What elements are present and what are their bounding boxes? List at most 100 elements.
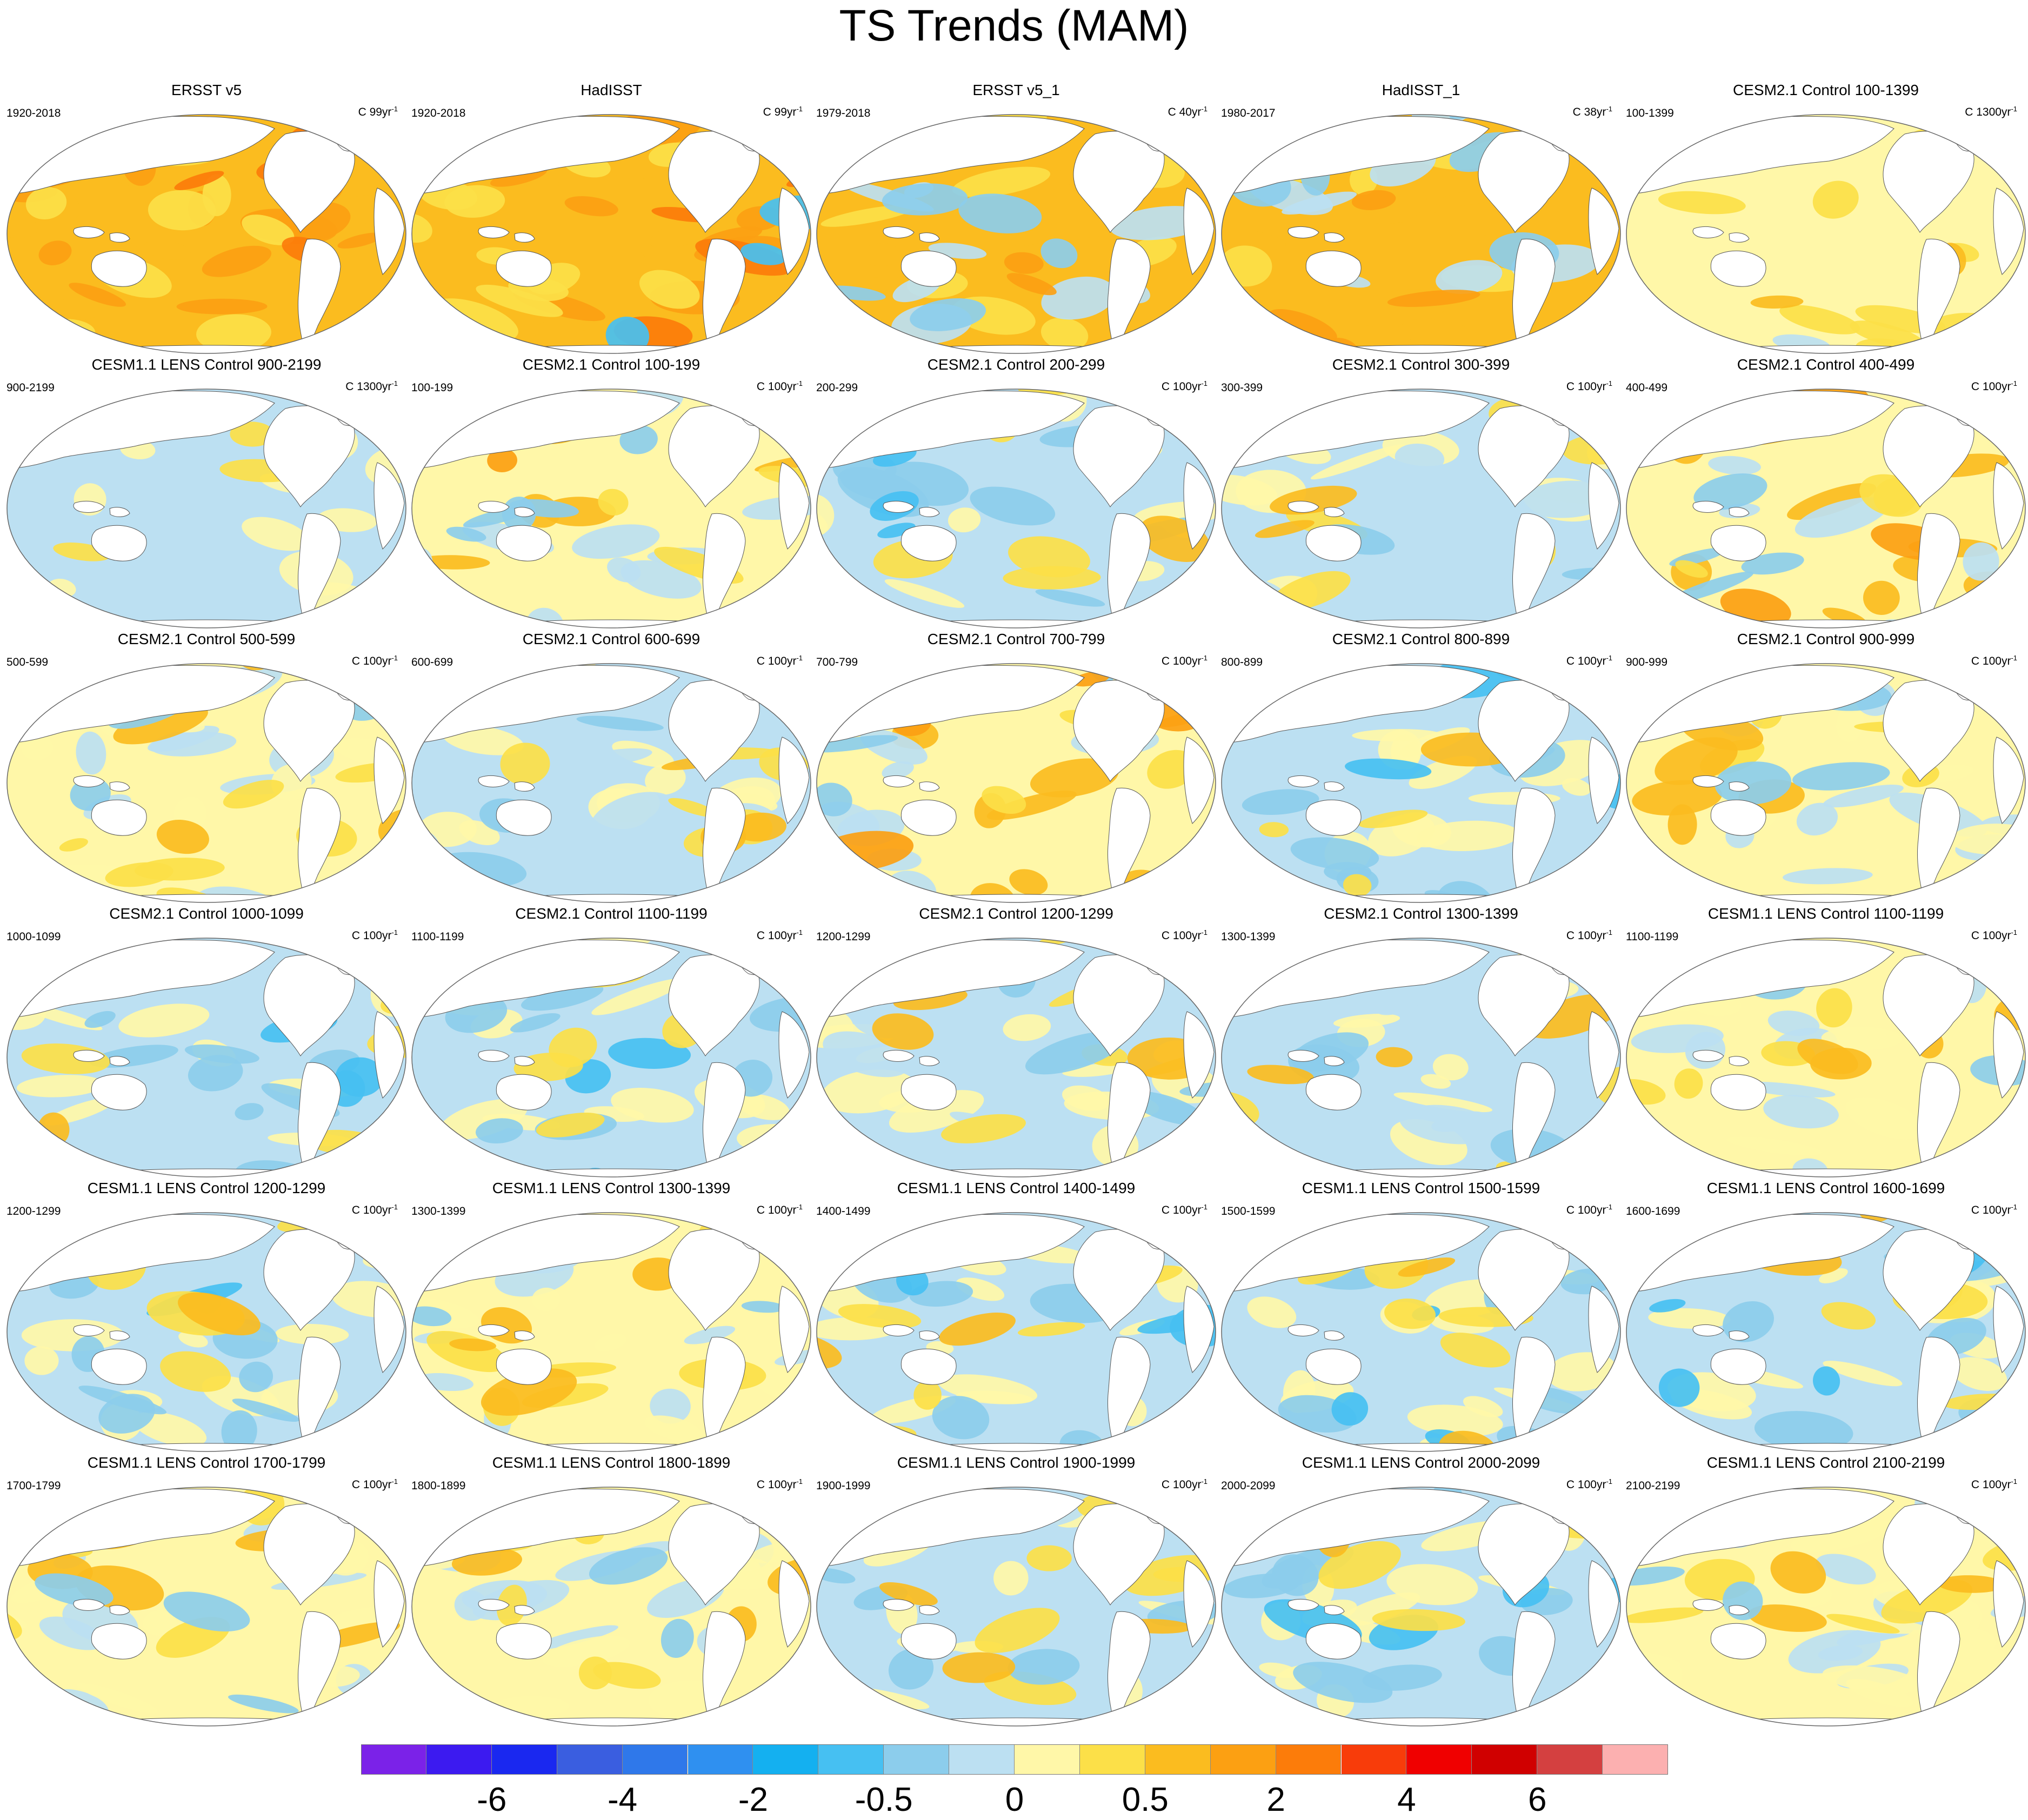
panel-period: 800-899 [1221,656,1263,668]
map-panel: CESM1.1 LENS Control 1100-1199 1100-1199 C… [1624,905,2028,1179]
panel-grid: ERSST v5 1920-2018 C 99yr-1 HadISST 1920-201… [4,81,2028,1729]
panel-period: 600-699 [411,656,453,668]
panel-period: 1400-1499 [816,1205,871,1217]
map-panel: CESM1.1 LENS Control 1700-1799 1700-1799 C… [4,1454,409,1728]
globe-icon [6,663,406,903]
panel-title: ERSST v5 [171,82,242,98]
globe-icon [6,1487,406,1727]
panel-title: CESM1.1 LENS Control 1500-1599 [1302,1180,1540,1196]
panel-units: C 99yr-1 [763,105,803,118]
globe-icon [816,938,1216,1177]
map-panel: CESM2.1 Control 400-499 400-499 C 100yr-1 [1624,356,2028,630]
colorbar-swatch [1406,1744,1472,1775]
panel-title: CESM2.1 Control 100-1399 [1733,82,1919,98]
globe-icon [1626,663,2026,903]
panel-units: C 100yr-1 [1566,1477,1612,1491]
panel-units: C 100yr-1 [1566,379,1612,393]
map-panel: CESM1.1 LENS Control 1500-1599 1500-1599 C… [1219,1179,1623,1454]
panel-units: C 100yr-1 [1971,1477,2017,1491]
panel-title: CESM2.1 Control 1000-1099 [109,905,304,922]
colorbar-swatch [426,1744,492,1775]
panel-units: C 100yr-1 [1566,928,1612,942]
colorbar-tick-label: 0 [1005,1781,1024,1818]
colorbar-swatch [361,1744,426,1775]
panel-title: CESM1.1 LENS Control 1600-1699 [1706,1180,1945,1196]
panel-title: CESM2.1 Control 400-499 [1737,356,1915,373]
panel-title: CESM1.1 LENS Control 1400-1499 [897,1180,1136,1196]
panel-units: C 40yr-1 [1168,105,1208,118]
colorbar-swatch [884,1744,950,1775]
panel-period: 1200-1299 [6,1205,61,1217]
panel-period: 2000-2099 [1221,1480,1276,1492]
map-panel: CESM2.1 Control 100-1399 100-1399 C 1300yr… [1624,81,2028,356]
panel-title: HadISST_1 [1382,82,1460,98]
panel-period: 1500-1599 [1221,1205,1276,1217]
panel-units: C 100yr-1 [1971,928,2017,942]
colorbar-swatch [818,1744,884,1775]
panel-units: C 100yr-1 [351,928,398,942]
panel-period: 1100-1199 [411,931,464,943]
globe-icon [1221,1487,1621,1727]
map-panel: CESM1.1 LENS Control 1800-1899 1800-1899 C… [409,1454,813,1728]
panel-period: 1700-1799 [6,1480,61,1492]
globe-icon [1221,389,1621,628]
colorbar-tick-label: 6 [1527,1781,1547,1818]
panel-units: C 100yr-1 [1971,1203,2017,1216]
colorbar-swatch [1276,1744,1342,1775]
globe-icon [1221,663,1621,903]
colorbar-swatch [1015,1744,1080,1775]
colorbar-swatch [1537,1744,1603,1775]
panel-period: 1300-1399 [411,1205,466,1217]
colorbar-tick-label: -2 [738,1781,768,1818]
panel-period: 1600-1699 [1626,1205,1680,1217]
globe-icon [6,1212,406,1452]
colorbar-swatch [1341,1744,1407,1775]
panel-period: 1920-2018 [411,107,466,119]
panel-period: 100-199 [411,382,453,394]
panel-period: 100-1399 [1626,107,1674,119]
panel-units: C 100yr-1 [756,654,803,667]
panel-units: C 100yr-1 [756,928,803,942]
panel-units: C 100yr-1 [756,1477,803,1491]
colorbar-tick-label: -4 [608,1781,638,1818]
panel-period: 300-399 [1221,382,1263,394]
map-panel: CESM1.1 LENS Control 1300-1399 1300-1399 C… [409,1179,813,1454]
panel-title: CESM2.1 Control 500-599 [117,631,296,647]
map-panel: HadISST_1 1980-2017 C 38yr-1 [1219,81,1623,356]
panel-title: CESM2.1 Control 200-299 [927,356,1105,373]
panel-units: C 100yr-1 [1161,928,1208,942]
globe-icon [6,938,406,1177]
globe-icon [1626,1212,2026,1452]
globe-icon [411,663,811,903]
colorbar-swatch [557,1744,623,1775]
globe-icon [816,1212,1216,1452]
globe-icon [1221,114,1621,354]
panel-title: CESM2.1 Control 1100-1199 [515,905,708,922]
globe-icon [411,389,811,628]
panel-title: CESM1.1 LENS Control 900-2199 [91,356,322,373]
panel-period: 900-2199 [6,382,55,394]
colorbar-tick-label: 4 [1397,1781,1416,1818]
colorbar-tick-label: 0.5 [1122,1781,1169,1818]
panel-title: CESM2.1 Control 700-799 [927,631,1105,647]
panel-units: C 99yr-1 [358,105,398,118]
panel-title: CESM1.1 LENS Control 2100-2199 [1706,1454,1945,1471]
panel-period: 900-999 [1626,656,1668,668]
panel-units: C 100yr-1 [1566,654,1612,667]
map-panel: ERSST v5 1920-2018 C 99yr-1 [4,81,409,356]
panel-period: 1200-1299 [816,931,871,943]
panel-period: 1979-2018 [816,107,871,119]
colorbar [361,1744,1668,1775]
panel-period: 200-299 [816,382,858,394]
panel-title: CESM2.1 Control 900-999 [1737,631,1915,647]
panel-units: C 100yr-1 [351,654,398,667]
globe-icon [411,938,811,1177]
panel-period: 1300-1399 [1221,931,1276,943]
globe-icon [1626,1487,2026,1727]
panel-units: C 100yr-1 [756,379,803,393]
map-panel: HadISST 1920-2018 C 99yr-1 [409,81,813,356]
colorbar-swatch [1145,1744,1211,1775]
globe-icon [816,663,1216,903]
map-panel: CESM2.1 Control 1100-1199 1100-1199 C 100y… [409,905,813,1179]
globe-icon [816,389,1216,628]
